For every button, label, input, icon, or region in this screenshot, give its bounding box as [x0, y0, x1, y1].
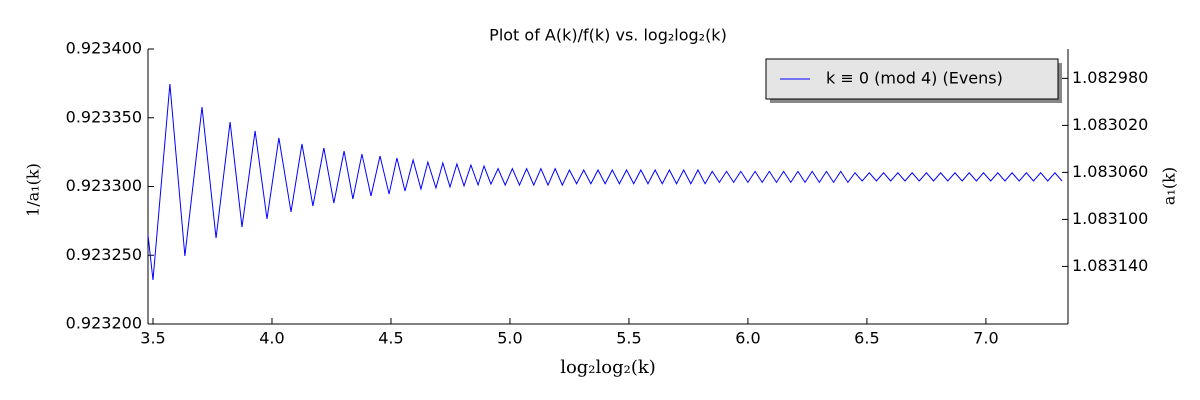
y2-tick-label: 1.083060: [1072, 162, 1148, 181]
x-tick-label: 4.0: [259, 329, 284, 348]
y2-tick-label: 1.082980: [1072, 68, 1148, 87]
x-tick-label: 6.5: [854, 329, 879, 348]
y-tick-label: 0.923350: [66, 107, 142, 126]
y2-axis-label: a₁(k): [1160, 167, 1179, 205]
data-line: [147, 84, 1063, 281]
x-tick-label: 4.5: [378, 329, 403, 348]
y-tick-label: 0.923200: [66, 314, 142, 333]
y-tick-label: 0.923300: [66, 176, 142, 195]
y2-tick-label: 1.083020: [1072, 115, 1148, 134]
y-axis-label: 1/a₁(k): [24, 163, 43, 217]
y-tick-label: 0.923250: [66, 245, 142, 264]
x-axis-label: log₂log₂(k): [560, 357, 656, 378]
legend-box: [765, 58, 1059, 100]
legend: k ≡ 0 (mod 4) (Evens): [765, 58, 1062, 103]
chart-title: Plot of A(k)/f(k) vs. log₂log₂(k): [489, 26, 727, 45]
legend-label: k ≡ 0 (mod 4) (Evens): [826, 69, 1003, 88]
x-tick-label: 3.5: [140, 329, 165, 348]
x-tick-label: 5.5: [616, 329, 641, 348]
x-tick-label: 7.0: [973, 329, 998, 348]
x-tick-label: 5.0: [497, 329, 522, 348]
y2-tick-label: 1.083100: [1072, 209, 1148, 228]
x-tick-label: 6.0: [735, 329, 760, 348]
y-tick-label: 0.923400: [66, 39, 142, 58]
y2-tick-label: 1.083140: [1072, 256, 1148, 275]
